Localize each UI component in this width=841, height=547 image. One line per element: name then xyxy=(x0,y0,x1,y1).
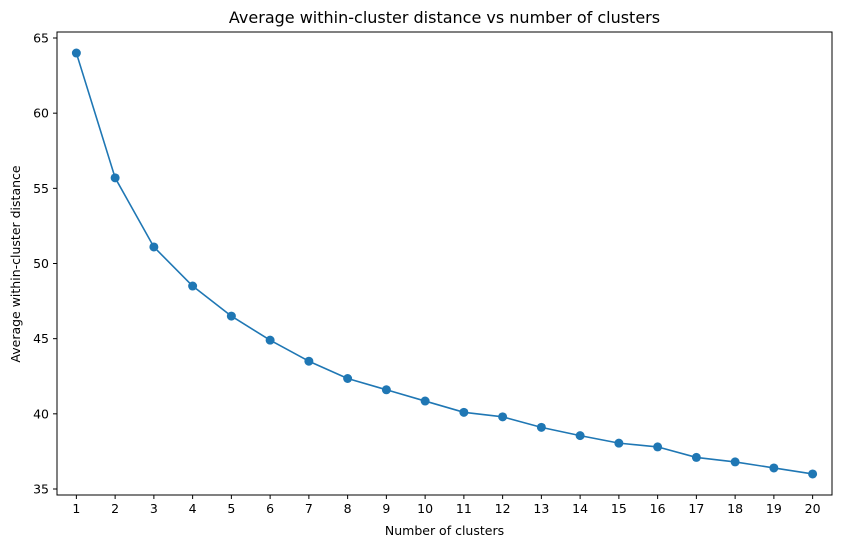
data-point xyxy=(265,335,275,345)
data-point xyxy=(304,356,314,366)
x-tick-label: 5 xyxy=(227,501,235,516)
x-tick-label: 13 xyxy=(533,501,549,516)
y-tick-label: 40 xyxy=(33,406,49,421)
y-tick-label: 55 xyxy=(33,181,49,196)
data-point xyxy=(653,442,663,452)
x-tick-label: 14 xyxy=(572,501,588,516)
x-tick-label: 20 xyxy=(805,501,821,516)
data-point xyxy=(110,173,120,183)
x-tick-label: 2 xyxy=(111,501,119,516)
y-tick-label: 60 xyxy=(33,106,49,121)
x-tick-label: 4 xyxy=(189,501,197,516)
x-tick-label: 7 xyxy=(305,501,313,516)
x-tick-label: 3 xyxy=(150,501,158,516)
y-tick-label: 45 xyxy=(33,331,49,346)
x-axis-label: Number of clusters xyxy=(385,523,504,538)
x-tick-label: 16 xyxy=(650,501,666,516)
data-point xyxy=(343,373,353,383)
data-point xyxy=(769,463,779,473)
x-tick-label: 15 xyxy=(611,501,627,516)
data-point xyxy=(149,242,159,252)
data-point xyxy=(71,48,81,58)
y-tick-label: 65 xyxy=(33,31,49,46)
x-tick-label: 1 xyxy=(72,501,80,516)
plot-frame xyxy=(56,31,833,496)
data-point xyxy=(420,396,430,406)
data-point xyxy=(614,438,624,448)
series-line xyxy=(75,52,813,475)
data-point xyxy=(536,422,546,432)
x-tick-label: 12 xyxy=(495,501,511,516)
data-point xyxy=(459,407,469,417)
data-point xyxy=(498,412,508,422)
data-point xyxy=(575,431,585,441)
chart-title: Average within-cluster distance vs numbe… xyxy=(229,8,660,27)
x-tick-label: 10 xyxy=(417,501,433,516)
y-tick-label: 35 xyxy=(33,481,49,496)
data-point xyxy=(730,457,740,467)
x-tick-label: 19 xyxy=(766,501,782,516)
data-point xyxy=(691,452,701,462)
y-axis-label: Average within-cluster distance xyxy=(8,165,23,362)
x-tick-label: 11 xyxy=(456,501,472,516)
data-point xyxy=(808,469,818,479)
x-tick-label: 8 xyxy=(344,501,352,516)
x-tick-label: 17 xyxy=(688,501,704,516)
x-tick-label: 9 xyxy=(382,501,390,516)
y-tick-label: 50 xyxy=(33,256,49,271)
data-point xyxy=(188,281,198,291)
x-tick-label: 6 xyxy=(266,501,274,516)
data-point xyxy=(226,311,236,321)
x-tick-label: 18 xyxy=(727,501,743,516)
data-point xyxy=(381,385,391,395)
